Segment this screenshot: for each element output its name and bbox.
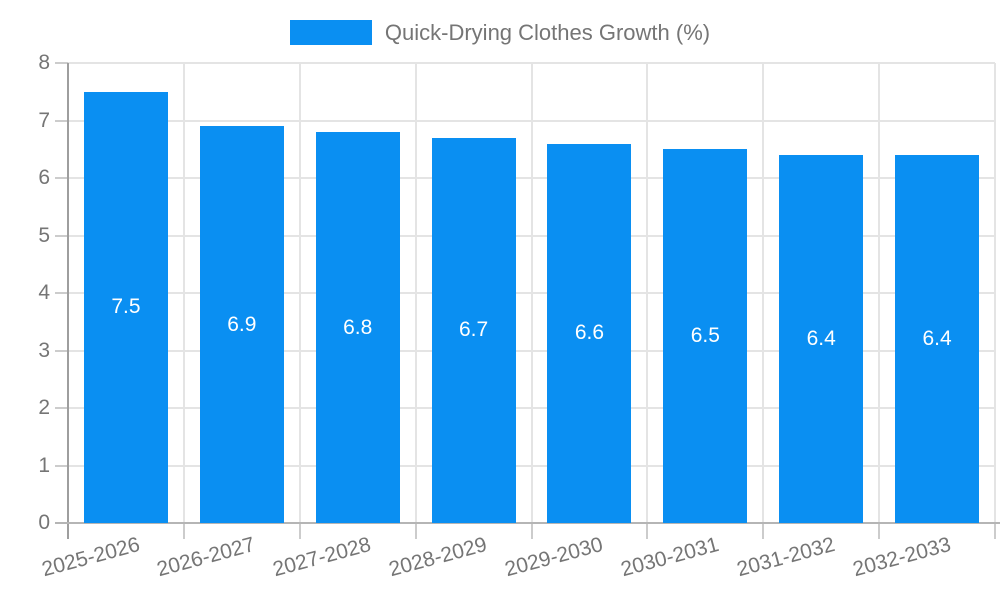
y-axis-tick-label: 0 bbox=[38, 511, 50, 534]
bar[interactable]: 6.9 bbox=[199, 126, 284, 523]
x-axis-tick bbox=[182, 523, 185, 539]
x-axis-category-label: 2028-2029 bbox=[386, 533, 490, 582]
y-axis-tick bbox=[55, 407, 68, 409]
legend-label: Quick-Drying Clothes Growth (%) bbox=[384, 19, 711, 45]
y-axis-tick bbox=[55, 177, 68, 179]
x-axis-tick bbox=[646, 523, 649, 539]
y-axis-tick-label: 7 bbox=[38, 108, 50, 132]
bar[interactable]: 7.5 bbox=[83, 91, 168, 523]
bar[interactable]: 6.4 bbox=[779, 155, 864, 523]
x-axis-category-label: 2030-2031 bbox=[618, 533, 722, 582]
x-gridline bbox=[878, 63, 881, 523]
bar-value-label: 6.4 bbox=[806, 327, 836, 350]
bar[interactable]: 6.7 bbox=[431, 137, 516, 523]
y-axis-tick bbox=[55, 119, 68, 122]
y-axis-tick-label: 3 bbox=[38, 338, 50, 362]
x-axis-tick bbox=[530, 523, 533, 539]
x-gridline bbox=[182, 63, 185, 523]
y-axis-tick-label: 6 bbox=[38, 166, 50, 189]
y-axis-tick-label: 2 bbox=[38, 396, 50, 419]
bar-value-label: 6.4 bbox=[922, 327, 952, 350]
bar[interactable]: 6.5 bbox=[663, 149, 748, 523]
bar-value-label: 6.5 bbox=[690, 324, 720, 348]
x-axis-tick bbox=[762, 523, 765, 539]
y-axis-tick-label: 1 bbox=[38, 453, 50, 477]
x-axis-category-label: 2027-2028 bbox=[270, 533, 374, 582]
y-axis-tick bbox=[55, 292, 68, 294]
y-axis-tick-label: 4 bbox=[38, 281, 50, 304]
x-gridline bbox=[994, 63, 996, 523]
y-axis-tick bbox=[55, 349, 68, 352]
legend[interactable]: Quick-Drying Clothes Growth (%) bbox=[0, 14, 1000, 50]
y-axis-tick bbox=[55, 234, 68, 237]
bar-value-label: 6.6 bbox=[574, 321, 605, 345]
y-axis-line bbox=[67, 63, 69, 539]
bar-value-label: 6.8 bbox=[343, 315, 373, 339]
x-axis-tick bbox=[298, 523, 301, 539]
x-gridline bbox=[530, 63, 533, 523]
x-axis-category-label: 2025-2026 bbox=[38, 533, 142, 582]
x-gridline bbox=[762, 63, 765, 523]
bar-value-label: 7.5 bbox=[111, 295, 141, 319]
x-axis-category-label: 2031-2032 bbox=[734, 533, 838, 582]
x-axis-line bbox=[55, 522, 1000, 524]
x-axis-tick bbox=[994, 523, 996, 539]
x-gridline bbox=[646, 63, 649, 523]
x-axis-category-label: 2029-2030 bbox=[502, 533, 606, 582]
x-gridline bbox=[298, 63, 301, 523]
x-axis-category-label: 2032-2033 bbox=[850, 533, 954, 582]
y-axis-tick-label: 8 bbox=[38, 51, 50, 74]
y-axis-tick bbox=[55, 62, 68, 64]
x-gridline bbox=[414, 63, 417, 523]
bar[interactable]: 6.4 bbox=[895, 155, 980, 523]
legend-swatch-icon bbox=[289, 19, 372, 45]
x-axis-tick bbox=[414, 523, 417, 539]
bar-value-label: 6.7 bbox=[458, 318, 489, 342]
y-axis-tick-label: 5 bbox=[38, 223, 50, 247]
bar[interactable]: 6.8 bbox=[315, 132, 400, 523]
bar-value-label: 6.9 bbox=[227, 312, 257, 336]
y-axis-tick bbox=[55, 464, 68, 467]
x-axis-tick bbox=[878, 523, 881, 539]
bar[interactable]: 6.6 bbox=[547, 143, 632, 523]
x-axis-category-label: 2026-2027 bbox=[154, 533, 258, 582]
